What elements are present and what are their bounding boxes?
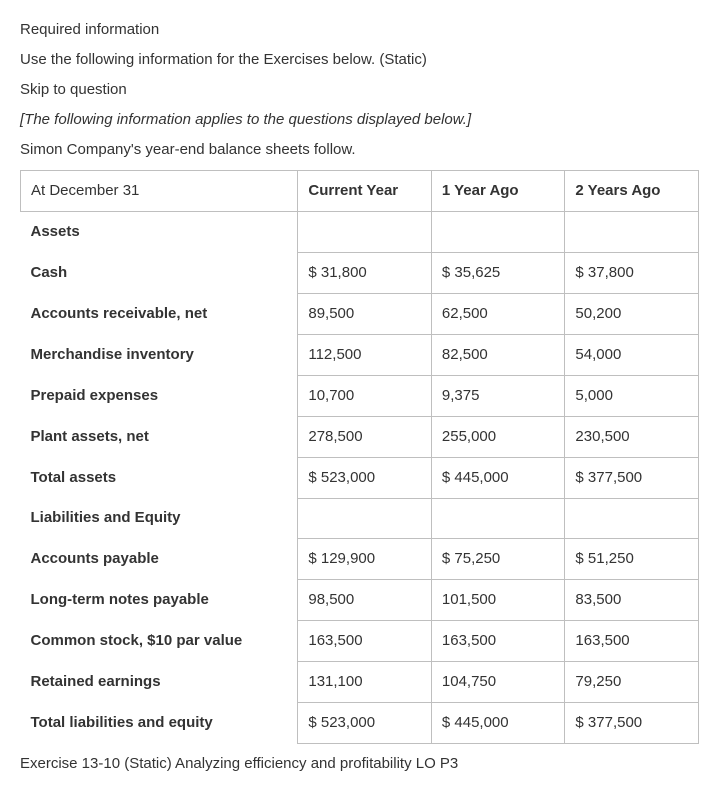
empty-cell — [565, 212, 699, 253]
applies-note: [The following information applies to th… — [20, 108, 699, 132]
data-cell: 131,100 — [298, 661, 432, 702]
data-cell: 89,500 — [298, 293, 432, 334]
header-1-year-ago: 1 Year Ago — [431, 171, 565, 212]
data-cell: 112,500 — [298, 334, 432, 375]
data-cell: 82,500 — [431, 334, 565, 375]
exercise-footer: Exercise 13-10 (Static) Analyzing effici… — [20, 752, 699, 776]
table-row: Liabilities and Equity — [21, 498, 699, 538]
table-row: Assets — [21, 212, 699, 253]
row-label: Accounts payable — [21, 538, 298, 579]
row-label: Retained earnings — [21, 661, 298, 702]
data-cell: 50,200 — [565, 293, 699, 334]
data-cell: 278,500 — [298, 416, 432, 457]
data-cell: 62,500 — [431, 293, 565, 334]
empty-cell — [298, 212, 432, 253]
data-cell: $ 523,000 — [298, 457, 432, 498]
data-cell: 5,000 — [565, 375, 699, 416]
balance-sheet-table: At December 31 Current Year 1 Year Ago 2… — [20, 170, 699, 744]
data-cell: $ 75,250 — [431, 538, 565, 579]
empty-cell — [565, 498, 699, 538]
data-cell: $ 445,000 — [431, 702, 565, 743]
row-label: Accounts receivable, net — [21, 293, 298, 334]
row-label: Cash — [21, 252, 298, 293]
table-row: Plant assets, net278,500255,000230,500 — [21, 416, 699, 457]
data-cell: $ 35,625 — [431, 252, 565, 293]
row-label: Assets — [21, 212, 298, 253]
empty-cell — [298, 498, 432, 538]
row-label: Long-term notes payable — [21, 579, 298, 620]
header-current-year: Current Year — [298, 171, 432, 212]
table-row: Common stock, $10 par value163,500163,50… — [21, 620, 699, 661]
row-label: Total assets — [21, 457, 298, 498]
row-label: Liabilities and Equity — [21, 498, 298, 538]
table-row: Retained earnings131,100104,75079,250 — [21, 661, 699, 702]
data-cell: 163,500 — [298, 620, 432, 661]
empty-cell — [431, 498, 565, 538]
table-row: Accounts payable$ 129,900$ 75,250$ 51,25… — [21, 538, 699, 579]
data-cell: 163,500 — [565, 620, 699, 661]
data-cell: $ 523,000 — [298, 702, 432, 743]
header-at-december: At December 31 — [21, 171, 298, 212]
data-cell: $ 445,000 — [431, 457, 565, 498]
data-cell: $ 377,500 — [565, 457, 699, 498]
data-cell: 255,000 — [431, 416, 565, 457]
table-row: Cash$ 31,800$ 35,625$ 37,800 — [21, 252, 699, 293]
data-cell: $ 129,900 — [298, 538, 432, 579]
row-label: Total liabilities and equity — [21, 702, 298, 743]
data-cell: 230,500 — [565, 416, 699, 457]
table-row: Accounts receivable, net89,50062,50050,2… — [21, 293, 699, 334]
data-cell: 104,750 — [431, 661, 565, 702]
data-cell: $ 377,500 — [565, 702, 699, 743]
company-intro: Simon Company's year-end balance sheets … — [20, 138, 699, 162]
empty-cell — [431, 212, 565, 253]
skip-to-question-link[interactable]: Skip to question — [20, 78, 699, 102]
data-cell: 98,500 — [298, 579, 432, 620]
data-cell: 10,700 — [298, 375, 432, 416]
data-cell: 163,500 — [431, 620, 565, 661]
header-2-years-ago: 2 Years Ago — [565, 171, 699, 212]
table-row: Prepaid expenses10,7009,3755,000 — [21, 375, 699, 416]
data-cell: $ 31,800 — [298, 252, 432, 293]
data-cell: 101,500 — [431, 579, 565, 620]
row-label: Merchandise inventory — [21, 334, 298, 375]
required-info-label: Required information — [20, 18, 699, 42]
header-row: At December 31 Current Year 1 Year Ago 2… — [21, 171, 699, 212]
table-row: Merchandise inventory112,50082,50054,000 — [21, 334, 699, 375]
data-cell: $ 37,800 — [565, 252, 699, 293]
row-label: Common stock, $10 par value — [21, 620, 298, 661]
data-cell: 79,250 — [565, 661, 699, 702]
data-cell: 54,000 — [565, 334, 699, 375]
row-label: Prepaid expenses — [21, 375, 298, 416]
table-row: Total liabilities and equity$ 523,000$ 4… — [21, 702, 699, 743]
row-label: Plant assets, net — [21, 416, 298, 457]
use-following-label: Use the following information for the Ex… — [20, 48, 699, 72]
data-cell: 83,500 — [565, 579, 699, 620]
data-cell: $ 51,250 — [565, 538, 699, 579]
balance-sheet-body: AssetsCash$ 31,800$ 35,625$ 37,800Accoun… — [21, 212, 699, 744]
data-cell: 9,375 — [431, 375, 565, 416]
table-row: Total assets$ 523,000$ 445,000$ 377,500 — [21, 457, 699, 498]
table-row: Long-term notes payable98,500101,50083,5… — [21, 579, 699, 620]
